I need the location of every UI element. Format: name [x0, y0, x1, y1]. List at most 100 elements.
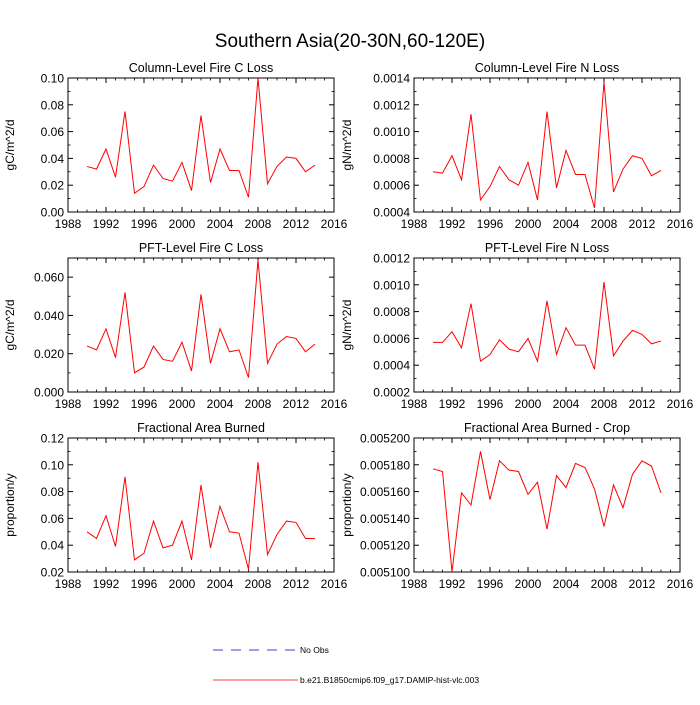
- panel-title: PFT-Level Fire C Loss: [139, 241, 263, 255]
- series-line: [86, 462, 315, 570]
- x-tick-label: 1992: [93, 577, 120, 591]
- series-line: [86, 77, 316, 198]
- x-tick-label: 2016: [667, 577, 694, 591]
- y-tick-label: 0.005100: [360, 566, 410, 580]
- x-tick-label: 2016: [321, 397, 348, 411]
- series-line: [432, 451, 662, 573]
- y-tick-label: 0.0006: [373, 332, 410, 346]
- chart-panel-2: Column-Level Fire N Loss 1988 1992 1996 2000…: [340, 61, 694, 231]
- x-tick-label: 1992: [93, 217, 120, 231]
- x-tick-label: 2004: [207, 397, 234, 411]
- x-tick-label: 1988: [55, 217, 82, 231]
- x-tick-label: 2004: [207, 217, 234, 231]
- x-tick-label: 1988: [401, 397, 428, 411]
- x-tick-label: 2012: [629, 397, 656, 411]
- x-tick-label: 1988: [401, 217, 428, 231]
- x-tick-label: 1988: [55, 577, 82, 591]
- x-tick-label: 2000: [515, 217, 542, 231]
- x-tick-label: 1996: [131, 397, 158, 411]
- y-tick-label: 0.0008: [373, 305, 410, 319]
- chart-panel-1: Column-Level Fire C Loss 1988 1992 1996 2000…: [3, 61, 348, 231]
- y-tick-label: 0.005140: [360, 512, 410, 526]
- y-tick-label: 0.06: [41, 125, 65, 139]
- plot-frame: [67, 257, 335, 393]
- x-tick-label: 2000: [169, 577, 196, 591]
- y-axis-label: gC/m^2/d: [3, 120, 17, 171]
- y-tick-label: 0.005160: [360, 485, 410, 499]
- y-tick-label: 0.02: [41, 179, 65, 193]
- y-tick-label: 0.10: [41, 458, 65, 472]
- series-line: [433, 282, 662, 370]
- y-tick-label: 0.000: [34, 386, 64, 400]
- y-tick-label: 0.04: [41, 539, 65, 553]
- y-tick-label: 0.005120: [360, 539, 410, 553]
- y-tick-label: 0.0010: [373, 125, 410, 139]
- series-line: [432, 81, 662, 209]
- legend-series-label: b.e21.B1850cmip6.f09_g17.DAMIP-hist-vlc.…: [300, 675, 479, 685]
- x-tick-label: 2008: [245, 217, 272, 231]
- y-tick-label: 0.0004: [373, 206, 410, 220]
- panel-title: Fractional Area Burned: [137, 421, 265, 435]
- x-tick-label: 2016: [321, 217, 348, 231]
- x-tick-label: 2000: [515, 577, 542, 591]
- x-tick-label: 1992: [439, 217, 466, 231]
- x-tick-label: 1996: [131, 577, 158, 591]
- y-tick-label: 0.0010: [373, 278, 410, 292]
- y-tick-label: 0.005200: [360, 432, 410, 446]
- legend: No Obs b.e21.B1850cmip6.f09_g17.DAMIP-hi…: [213, 645, 479, 685]
- y-axis-label: proportion/y: [3, 473, 17, 536]
- y-tick-label: 0.0012: [373, 98, 410, 112]
- x-tick-label: 2004: [553, 217, 580, 231]
- x-tick-label: 2004: [207, 577, 234, 591]
- x-tick-label: 2008: [245, 577, 272, 591]
- y-tick-label: 0.12: [41, 432, 65, 446]
- plot-frame: [67, 77, 335, 213]
- x-tick-label: 1992: [439, 577, 466, 591]
- y-axis-label: proportion/y: [340, 473, 354, 536]
- y-tick-label: 0.0004: [373, 359, 410, 373]
- x-tick-label: 2004: [553, 397, 580, 411]
- y-tick-label: 0.040: [34, 309, 64, 323]
- x-tick-label: 2000: [169, 397, 196, 411]
- x-tick-label: 2008: [245, 397, 272, 411]
- legend-no-obs-label: No Obs: [300, 645, 329, 655]
- x-tick-label: 1996: [477, 397, 504, 411]
- x-tick-label: 1996: [477, 577, 504, 591]
- x-tick-label: 2016: [667, 397, 694, 411]
- x-tick-label: 2012: [283, 397, 310, 411]
- y-tick-label: 0.04: [41, 152, 65, 166]
- x-tick-label: 2000: [515, 397, 542, 411]
- plot-frame: [413, 437, 681, 573]
- y-tick-label: 0.00: [41, 206, 65, 220]
- plot-frame: [413, 77, 681, 213]
- figure-title: Southern Asia(20-30N,60-120E): [215, 31, 485, 52]
- y-tick-label: 0.02: [41, 566, 65, 580]
- y-tick-label: 0.08: [41, 485, 65, 499]
- panels: Column-Level Fire C Loss 1988 1992 1996 2000…: [3, 61, 694, 591]
- x-tick-label: 2008: [591, 397, 618, 411]
- x-tick-label: 1992: [439, 397, 466, 411]
- plot-frame: [67, 437, 335, 573]
- x-tick-label: 2012: [629, 577, 656, 591]
- panel-title: Fractional Area Burned - Crop: [464, 421, 630, 435]
- x-tick-label: 1992: [93, 397, 120, 411]
- x-tick-label: 2012: [283, 217, 310, 231]
- x-tick-label: 2016: [667, 217, 694, 231]
- x-tick-label: 1988: [55, 397, 82, 411]
- chart-panel-6: Fractional Area Burned - Crop 1988 1992 199…: [340, 421, 694, 591]
- x-tick-label: 2008: [591, 217, 618, 231]
- y-tick-label: 0.060: [34, 271, 64, 285]
- y-tick-label: 0.08: [41, 98, 65, 112]
- y-tick-label: 0.0002: [373, 386, 410, 400]
- y-axis-label: gC/m^2/d: [3, 300, 17, 351]
- y-tick-label: 0.0008: [373, 152, 410, 166]
- x-tick-label: 1996: [477, 217, 504, 231]
- panel-title: PFT-Level Fire N Loss: [485, 241, 609, 255]
- series-line: [86, 259, 316, 378]
- x-tick-label: 2016: [321, 577, 348, 591]
- y-tick-label: 0.06: [41, 512, 65, 526]
- y-tick-label: 0.0012: [373, 252, 410, 266]
- x-tick-label: 2000: [169, 217, 196, 231]
